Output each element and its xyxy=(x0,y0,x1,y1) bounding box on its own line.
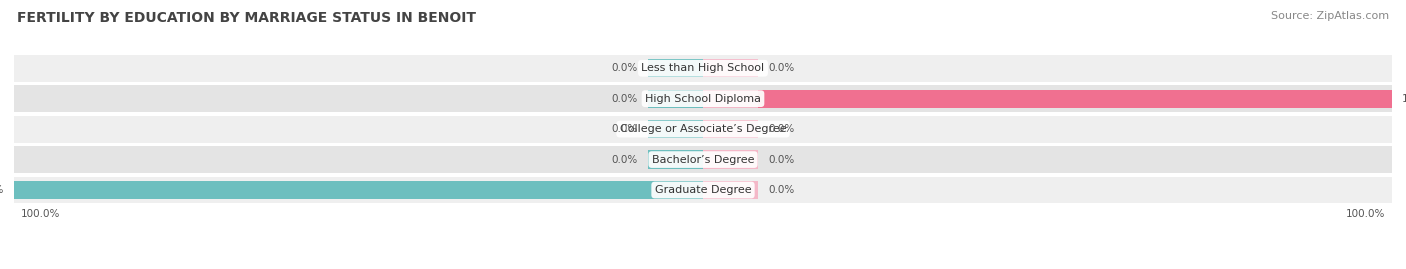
Text: Source: ZipAtlas.com: Source: ZipAtlas.com xyxy=(1271,11,1389,21)
Text: 0.0%: 0.0% xyxy=(769,185,794,195)
Bar xyxy=(648,120,703,138)
Text: 100.0%: 100.0% xyxy=(1402,94,1406,104)
Bar xyxy=(14,55,1392,82)
Bar xyxy=(648,90,703,108)
Bar xyxy=(648,150,703,169)
Text: Graduate Degree: Graduate Degree xyxy=(655,185,751,195)
Text: 100.0%: 100.0% xyxy=(0,185,4,195)
Legend: Married, Unmarried: Married, Unmarried xyxy=(617,266,789,269)
Text: 100.0%: 100.0% xyxy=(21,209,60,219)
Text: Less than High School: Less than High School xyxy=(641,63,765,73)
Bar xyxy=(703,90,1392,108)
Bar xyxy=(703,181,758,199)
Text: 0.0%: 0.0% xyxy=(612,63,637,73)
Bar xyxy=(703,150,758,169)
Bar xyxy=(14,146,1392,173)
Text: 0.0%: 0.0% xyxy=(769,63,794,73)
Text: 0.0%: 0.0% xyxy=(612,124,637,134)
Bar xyxy=(648,59,703,77)
Text: FERTILITY BY EDUCATION BY MARRIAGE STATUS IN BENOIT: FERTILITY BY EDUCATION BY MARRIAGE STATU… xyxy=(17,11,475,25)
Text: 0.0%: 0.0% xyxy=(769,124,794,134)
Text: Bachelor’s Degree: Bachelor’s Degree xyxy=(652,155,754,165)
Text: College or Associate’s Degree: College or Associate’s Degree xyxy=(620,124,786,134)
Text: 0.0%: 0.0% xyxy=(769,155,794,165)
Bar xyxy=(14,177,1392,203)
Bar xyxy=(703,59,758,77)
Bar xyxy=(648,181,703,199)
Bar xyxy=(14,116,1392,143)
Bar xyxy=(703,120,758,138)
Text: 0.0%: 0.0% xyxy=(612,94,637,104)
Bar xyxy=(14,85,1392,112)
Text: 100.0%: 100.0% xyxy=(1346,209,1385,219)
Bar xyxy=(14,181,703,199)
Text: 0.0%: 0.0% xyxy=(612,155,637,165)
Text: High School Diploma: High School Diploma xyxy=(645,94,761,104)
Bar xyxy=(703,90,758,108)
